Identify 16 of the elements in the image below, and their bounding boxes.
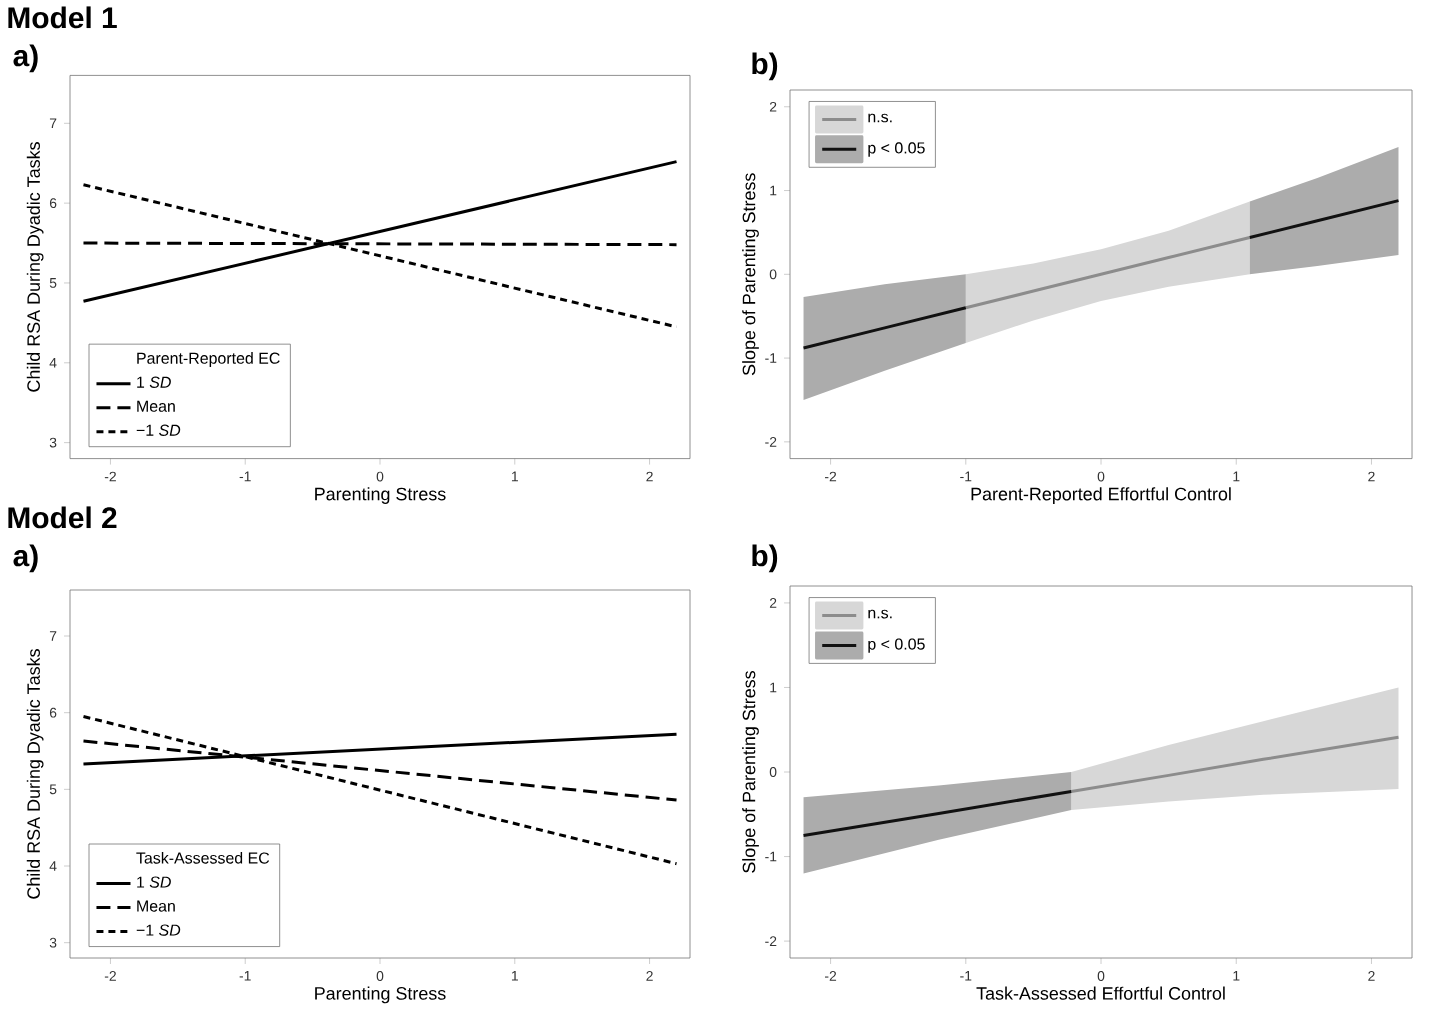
chart-title: Model 2 [8,506,117,529]
chart-subtitle: a) [13,44,38,73]
chart-title: b) [752,52,778,81]
x-axis-title: Task-Assessed Effortful Control [976,986,1225,1000]
y-axis-title: Slope of Parenting Stress [742,173,759,376]
x-axis-title: Parent-Reported Effortful Control [971,487,1231,504]
chart-title: b) [752,544,778,573]
y-axis-title: Child RSA During Dyadic Tasks [26,142,44,392]
y-axis-title: Child RSA During Dyadic Tasks [26,649,44,899]
chart-title: Model 1 [8,6,117,29]
x-axis-title: Parenting Stress [315,487,446,504]
x-axis-title: Parenting Stress [315,986,446,1004]
chart-subtitle: a) [13,544,38,573]
line-series [1069,735,1400,793]
line-series [964,235,1252,310]
y-axis-title: Slope of Parenting Stress [742,671,759,873]
